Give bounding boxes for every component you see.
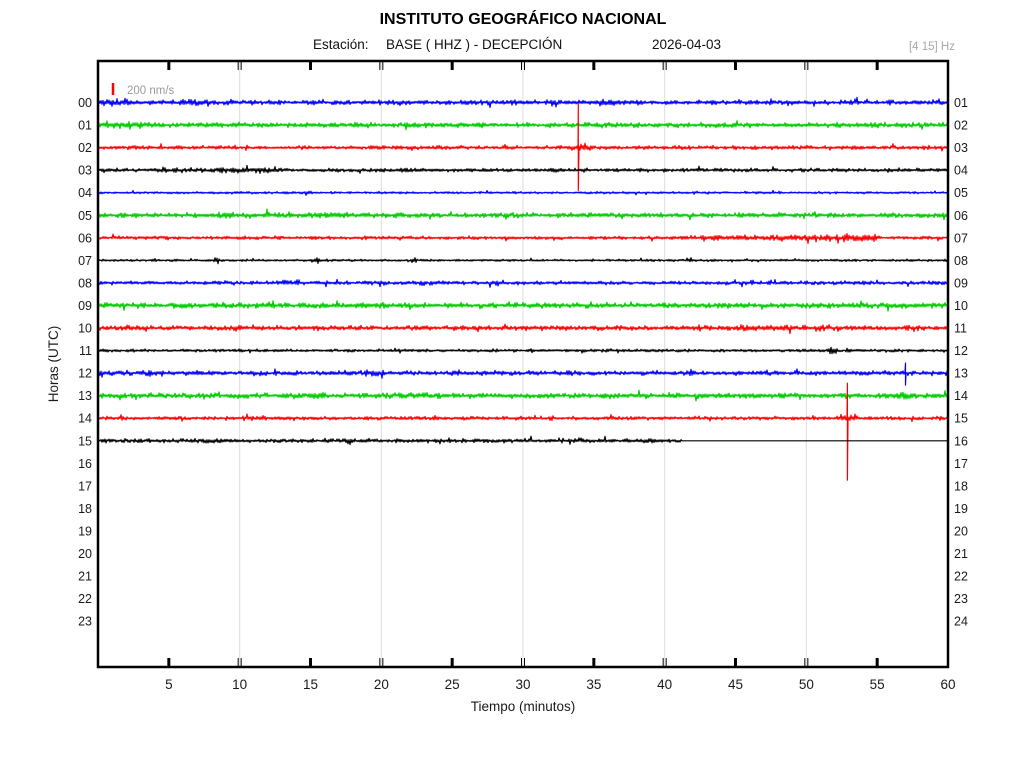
hour-label-left: 10 <box>78 322 92 336</box>
trace-hour-04 <box>97 189 949 196</box>
trace-hour-02 <box>97 102 949 192</box>
hour-label-right: 20 <box>954 524 968 538</box>
hour-label-right: 09 <box>954 276 968 290</box>
axis-ticks <box>167 61 879 667</box>
hour-label-left: 08 <box>78 276 92 290</box>
hour-label-left: 12 <box>78 367 92 381</box>
hour-label-left: 03 <box>78 164 92 178</box>
hour-label-right: 05 <box>954 186 968 200</box>
hour-label-right: 15 <box>954 412 968 426</box>
trace-hour-13 <box>97 389 949 402</box>
trace-hour-12 <box>97 362 949 386</box>
hour-label-right: 08 <box>954 254 968 268</box>
hour-label-left: 02 <box>78 141 92 155</box>
hour-label-right: 01 <box>954 96 968 110</box>
x-tick-label: 60 <box>940 677 955 692</box>
date-label: 2026-04-03 <box>652 37 721 52</box>
trace-hour-08 <box>97 278 949 288</box>
gridlines <box>239 61 807 667</box>
hour-label-right: 23 <box>954 592 968 606</box>
hour-label-left: 09 <box>78 299 92 313</box>
hour-label-right: 11 <box>954 322 967 336</box>
hour-label-left: 16 <box>78 457 92 471</box>
station-name: BASE ( HHZ ) - DECEPCIÓN <box>386 37 562 52</box>
trace-hour-14 <box>97 382 949 481</box>
hour-label-left: 19 <box>78 524 92 538</box>
x-tick-label: 5 <box>165 677 173 692</box>
x-tick-label: 50 <box>799 677 814 692</box>
hour-label-left: 00 <box>78 96 92 110</box>
x-tick-label: 40 <box>657 677 672 692</box>
hour-label-left: 23 <box>78 615 92 629</box>
x-tick-label: 20 <box>374 677 389 692</box>
trace-hour-03 <box>97 164 949 174</box>
trace-hour-01 <box>97 120 949 131</box>
legend-scale-label: 200 nm/s <box>127 85 175 97</box>
x-tick-label: 35 <box>586 677 601 692</box>
hour-label-right: 13 <box>954 367 968 381</box>
hour-labels-left: 00 01 02 03 04 05 06 07 08 09 10 11 12 13 14 15 16 17 18 19… <box>78 96 92 629</box>
hour-labels-right: 01 02 03 04 05 06 07 08 09 10 11 12 13 14 15 16 17 18 19 20… <box>954 96 968 629</box>
trace-hour-05 <box>97 208 949 221</box>
hour-label-left: 15 <box>78 434 92 448</box>
hour-label-right: 19 <box>954 502 968 516</box>
x-tick-label: 15 <box>303 677 318 692</box>
hour-label-left: 07 <box>78 254 92 268</box>
trace-hour-11 <box>97 346 949 355</box>
hour-label-left: 04 <box>78 186 92 200</box>
hour-label-right: 04 <box>954 164 968 178</box>
trace-hour-10 <box>97 323 949 335</box>
hour-label-left: 01 <box>78 119 92 133</box>
x-tick-labels: 5 10 15 20 25 30 35 40 45 50 55 60 <box>165 677 955 692</box>
hour-label-left: 05 <box>78 209 92 223</box>
hour-label-right: 22 <box>954 570 968 584</box>
hour-label-right: 16 <box>954 434 968 448</box>
page-title: INSTITUTO GEOGRÁFICO NACIONAL <box>380 9 667 28</box>
hour-label-left: 11 <box>79 344 92 358</box>
trace-hour-09 <box>97 300 949 312</box>
trace-hour-00 <box>97 96 949 109</box>
hour-label-left: 18 <box>78 502 92 516</box>
hour-label-right: 10 <box>954 299 968 313</box>
hour-label-left: 13 <box>78 389 92 403</box>
trace-hour-07 <box>97 257 949 265</box>
hour-label-right: 24 <box>954 615 968 629</box>
hour-label-left: 22 <box>78 592 92 606</box>
hour-label-right: 17 <box>954 457 968 471</box>
x-tick-label: 55 <box>870 677 885 692</box>
hour-label-right: 07 <box>954 231 968 245</box>
seismic-traces <box>97 96 949 481</box>
y-axis-label: Horas (UTC) <box>46 326 61 403</box>
hour-label-right: 03 <box>954 141 968 155</box>
x-tick-label: 30 <box>515 677 530 692</box>
x-tick-label: 10 <box>232 677 247 692</box>
hour-label-right: 12 <box>954 344 968 358</box>
x-tick-label: 25 <box>445 677 460 692</box>
x-tick-label: 45 <box>728 677 743 692</box>
trace-hour-15 <box>97 435 948 446</box>
x-axis-label: Tiempo (minutos) <box>471 699 576 714</box>
hour-label-right: 21 <box>954 547 968 561</box>
hour-label-left: 06 <box>78 231 92 245</box>
plot-border <box>96 59 950 669</box>
station-label: Estación: <box>313 37 369 52</box>
hour-label-left: 14 <box>78 412 92 426</box>
hour-label-left: 20 <box>78 547 92 561</box>
hour-label-right: 18 <box>954 479 968 493</box>
hour-label-left: 17 <box>78 479 92 493</box>
filter-band-label: [4 15] Hz <box>909 41 955 53</box>
hour-label-right: 14 <box>954 389 968 403</box>
trace-hour-06 <box>97 233 949 244</box>
hour-label-right: 02 <box>954 119 968 133</box>
hour-label-left: 21 <box>78 570 92 584</box>
hour-label-right: 06 <box>954 209 968 223</box>
